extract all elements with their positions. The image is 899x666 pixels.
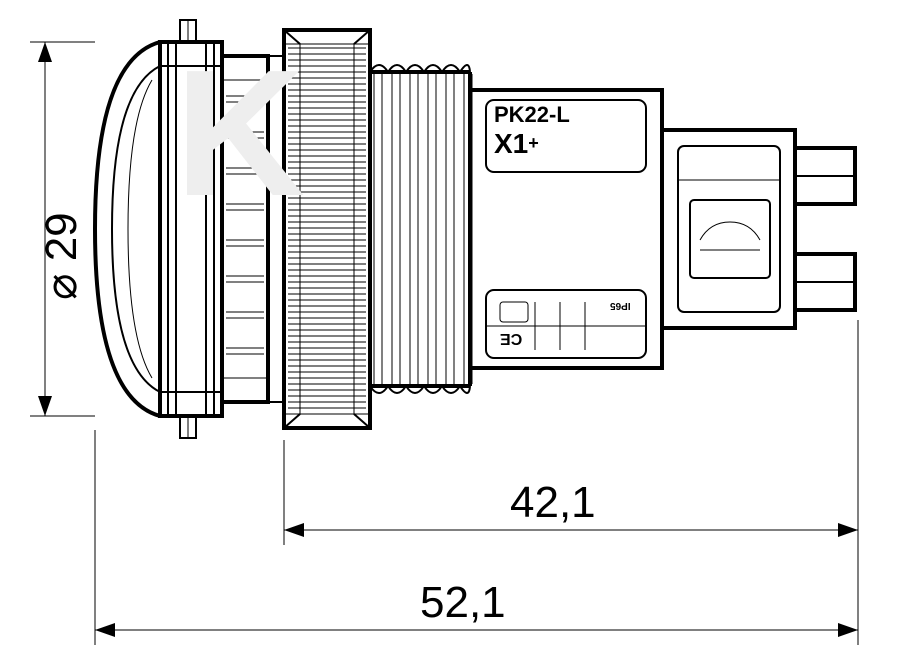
marking-model: PK22-L: [494, 104, 570, 126]
dim-label-52: 52,1: [420, 578, 506, 628]
marking-terminal: X1+: [494, 130, 539, 158]
screw-terminals: [795, 130, 855, 328]
drawing-stage: K: [0, 0, 899, 666]
dim-label-diameter: ⌀ 29: [36, 212, 87, 300]
marking-ip: IP65: [610, 300, 631, 310]
lens: [95, 42, 160, 416]
terminal-housing: [662, 130, 795, 328]
dim-label-42: 42,1: [510, 478, 596, 528]
marking-terminal-id: X1: [494, 128, 528, 159]
watermark: K: [175, 30, 305, 237]
marking-ce: CE: [500, 330, 522, 346]
thread: [370, 65, 472, 393]
marking-terminal-sign: +: [528, 133, 539, 153]
technical-drawing: [0, 0, 899, 666]
